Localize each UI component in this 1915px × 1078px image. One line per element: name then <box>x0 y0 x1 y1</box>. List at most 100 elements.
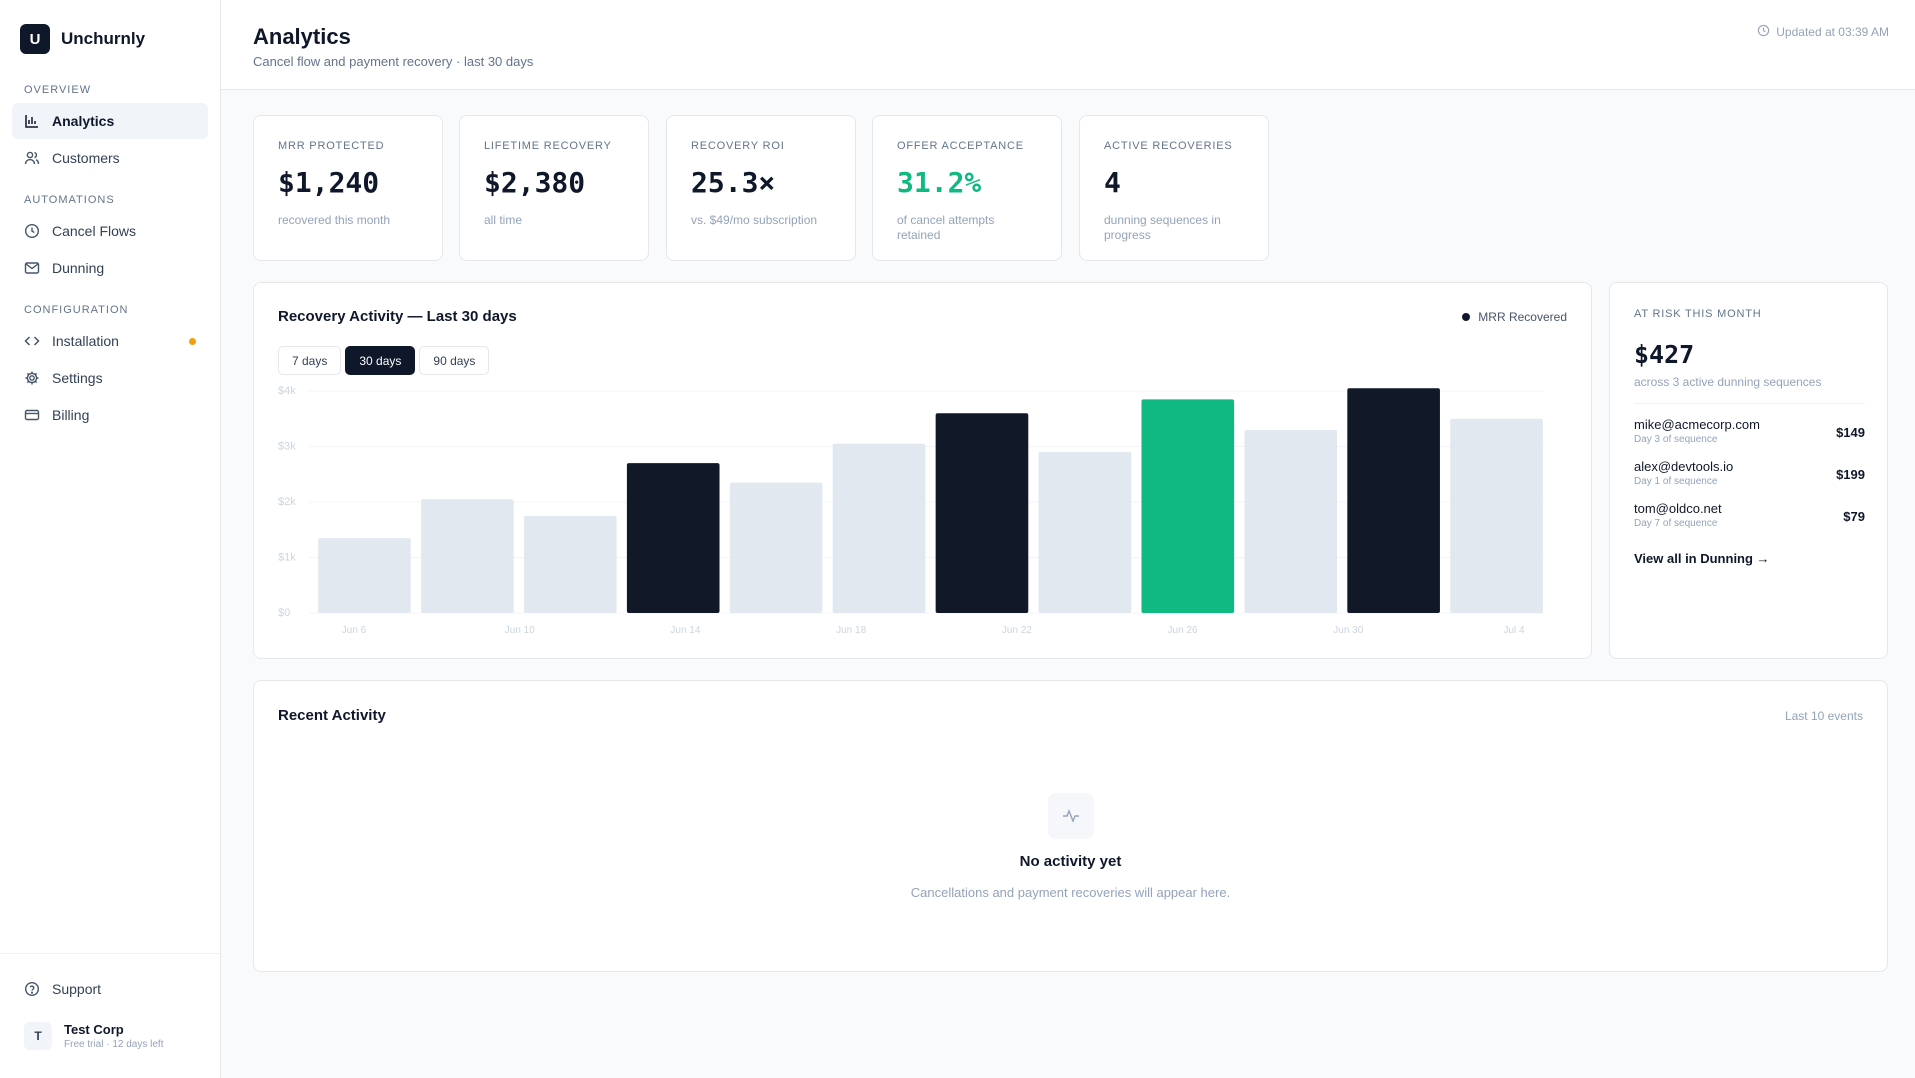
bar-jun-8 <box>421 499 514 613</box>
sidebar-item-analytics[interactable]: Analytics <box>12 103 208 139</box>
sidebar-item-label: Cancel Flows <box>52 223 137 239</box>
activity-icon <box>1048 793 1094 839</box>
page-header: Analytics Cancel flow and payment recove… <box>221 0 1915 90</box>
sidebar: U Unchurnly OVERVIEW Analytics Customers… <box>0 0 221 1078</box>
stat-value: 25.3× <box>691 166 776 199</box>
bar-jun-16 <box>832 443 926 613</box>
bar-jun-6 <box>318 538 411 613</box>
stat-card-recovery-roi: RECOVERY ROI 25.3× vs. $49/mo subscripti… <box>666 115 856 261</box>
sequence-day: Day 1 of sequence <box>1634 476 1718 487</box>
x-tick-label: Jul 4 <box>1503 625 1525 636</box>
stat-value: 31.2% <box>897 166 982 199</box>
empty-state-subtitle: Cancellations and payment recoveries wil… <box>910 885 1231 900</box>
stat-sub: of cancel attempts retained <box>897 213 995 242</box>
at-risk-row[interactable]: alex@devtools.io Day 1 of sequence $199 <box>1634 459 1865 495</box>
at-risk-amount: $149 <box>1836 425 1865 440</box>
at-risk-amount: $199 <box>1836 467 1865 482</box>
sidebar-item-label: Settings <box>52 370 103 386</box>
range-tab-90-days[interactable]: 90 days <box>419 346 490 375</box>
account-plan: Free trial · 12 days left <box>64 1039 164 1050</box>
at-risk-value: $427 <box>1634 340 1695 369</box>
section-label-configuration: CONFIGURATION <box>24 304 129 316</box>
customer-email: mike@acmecorp.com <box>1634 417 1760 432</box>
help-circle-icon <box>24 981 40 997</box>
clock-icon <box>24 223 40 239</box>
sidebar-item-label: Installation <box>52 333 119 349</box>
y-tick-label: $2k <box>278 496 296 508</box>
x-tick-label: Jun 22 <box>1002 625 1032 636</box>
stat-card-mrr-protected: MRR PROTECTED $1,240 recovered this mont… <box>253 115 443 261</box>
sidebar-item-label: Customers <box>52 150 120 166</box>
sidebar-item-dunning[interactable]: Dunning <box>12 250 208 286</box>
x-tick-label: Jun 26 <box>1168 625 1198 636</box>
x-tick-label: Jun 10 <box>505 625 535 636</box>
stat-card-active-recoveries: ACTIVE RECOVERIES 4 dunning sequences in… <box>1079 115 1269 261</box>
sidebar-item-label: Dunning <box>52 260 105 276</box>
bar-jun-20 <box>1038 452 1132 613</box>
stat-label: MRR PROTECTED <box>278 140 385 152</box>
bar-jun-14 <box>729 482 823 613</box>
bar-jun-22 <box>1141 399 1235 613</box>
sidebar-item-settings[interactable]: Settings <box>12 360 208 396</box>
sequence-day: Day 7 of sequence <box>1634 518 1718 529</box>
stat-value: $2,380 <box>484 166 586 199</box>
users-icon <box>24 150 40 166</box>
bar-jun-10 <box>523 515 617 613</box>
credit-card-icon <box>24 407 40 423</box>
stat-label: ACTIVE RECOVERIES <box>1104 140 1233 152</box>
at-risk-row[interactable]: mike@acmecorp.com Day 3 of sequence $149 <box>1634 417 1865 453</box>
empty-state-title: No activity yet <box>1019 853 1122 870</box>
updated-text: Updated at 03:39 AM <box>1776 25 1889 39</box>
at-risk-row[interactable]: tom@oldco.net Day 7 of sequence $79 <box>1634 501 1865 537</box>
sidebar-item-cancel-flows[interactable]: Cancel Flows <box>12 213 208 249</box>
bar-jun-24 <box>1244 429 1338 613</box>
account-name: Test Corp <box>64 1022 124 1037</box>
section-label-automations: AUTOMATIONS <box>24 194 115 206</box>
chart-legend: MRR Recovered <box>1462 310 1567 324</box>
clock-icon <box>1757 24 1770 40</box>
stat-label: RECOVERY ROI <box>691 140 785 152</box>
chart-title: Recovery Activity — Last 30 days <box>278 308 517 325</box>
at-risk-amount: $79 <box>1843 509 1865 524</box>
stat-label: LIFETIME RECOVERY <box>484 140 612 152</box>
customer-email: tom@oldco.net <box>1634 501 1722 516</box>
sidebar-item-customers[interactable]: Customers <box>12 140 208 176</box>
notification-dot <box>189 338 196 345</box>
range-tab-7-days[interactable]: 7 days <box>278 346 342 375</box>
brand-name: Unchurnly <box>61 29 146 48</box>
x-tick-label: Jun 14 <box>670 625 700 636</box>
brand-logo: U <box>20 24 50 54</box>
bar-jun-26 <box>1347 388 1440 613</box>
x-tick-label: Jun 6 <box>342 625 367 636</box>
recovery-bar-chart: $0 $1k $2k $3k $4k Jun 6 Jun 10 Jun 14 Jun 18 Jun… <box>278 385 1544 636</box>
divider <box>1634 403 1865 404</box>
range-tab-30-days[interactable]: 30 days <box>345 346 416 375</box>
sidebar-item-label: Billing <box>52 407 90 423</box>
bar-jun-12 <box>626 463 720 613</box>
customer-email: alex@devtools.io <box>1634 459 1734 474</box>
bar-jun-28 <box>1450 418 1543 613</box>
account-switcher[interactable]: T Test Corp Free trial · 12 days left <box>24 1022 163 1050</box>
sidebar-item-installation[interactable]: Installation <box>12 323 208 359</box>
brand[interactable]: U Unchurnly <box>20 24 145 54</box>
y-tick-label: $0 <box>278 607 290 619</box>
sidebar-item-billing[interactable]: Billing <box>12 397 208 433</box>
bar-chart-icon <box>24 113 40 129</box>
recovery-activity-card: Recovery Activity — Last 30 days MRR Rec… <box>253 282 1592 659</box>
view-all-dunning-link[interactable]: View all in Dunning → <box>1634 551 1770 566</box>
sidebar-item-label: Support <box>52 981 102 997</box>
sidebar-footer-divider <box>0 953 221 954</box>
stat-card-lifetime-recovery: LIFETIME RECOVERY $2,380 all time <box>459 115 649 261</box>
sequence-day: Day 3 of sequence <box>1634 434 1718 445</box>
x-tick-label: Jun 18 <box>836 625 866 636</box>
gear-icon <box>24 370 40 386</box>
sidebar-item-support[interactable]: Support <box>12 971 208 1007</box>
at-risk-card: AT RISK THIS MONTH $427 across 3 active … <box>1609 282 1888 659</box>
range-tabs: 7 days 30 days 90 days <box>278 346 490 375</box>
stat-sub: recovered this month <box>278 213 391 227</box>
y-tick-label: $1k <box>278 552 296 564</box>
avatar: T <box>24 1022 52 1050</box>
stat-value: 4 <box>1104 166 1121 199</box>
mail-icon <box>24 260 40 276</box>
code-icon <box>24 333 40 349</box>
